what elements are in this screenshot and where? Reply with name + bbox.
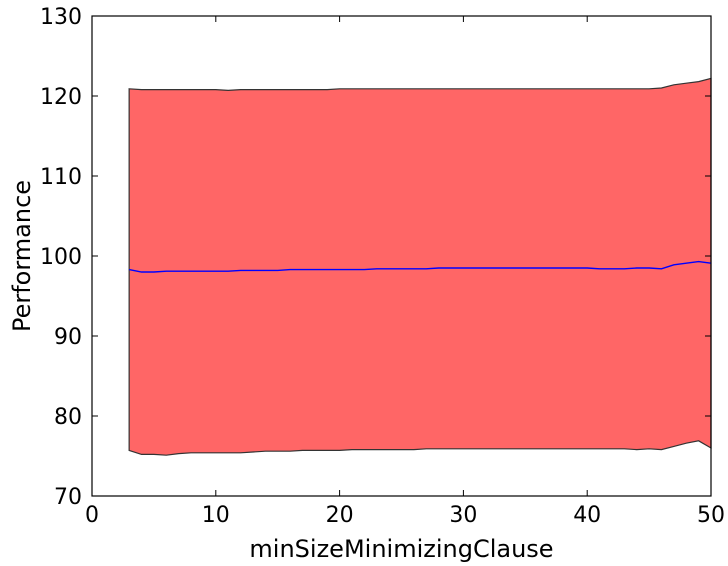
y-tick-label: 90 xyxy=(54,325,82,350)
band-layer xyxy=(129,78,711,455)
y-tick-label: 80 xyxy=(54,405,82,430)
x-tick-label: 0 xyxy=(85,503,99,528)
x-tick-label: 10 xyxy=(202,503,230,528)
y-tick-label: 110 xyxy=(40,165,82,190)
y-tick-label: 130 xyxy=(40,5,82,30)
x-axis-title: minSizeMinimizingClause xyxy=(249,535,553,563)
x-tick-label: 30 xyxy=(449,503,477,528)
y-tick-label: 70 xyxy=(54,485,82,510)
x-tick-label: 50 xyxy=(697,503,725,528)
x-tick-label: 40 xyxy=(573,503,601,528)
x-tick-label: 20 xyxy=(326,503,354,528)
variance-band xyxy=(129,78,711,455)
y-tick-label: 100 xyxy=(40,245,82,270)
y-tick-label: 120 xyxy=(40,85,82,110)
y-axis-title: Performance xyxy=(8,180,36,332)
